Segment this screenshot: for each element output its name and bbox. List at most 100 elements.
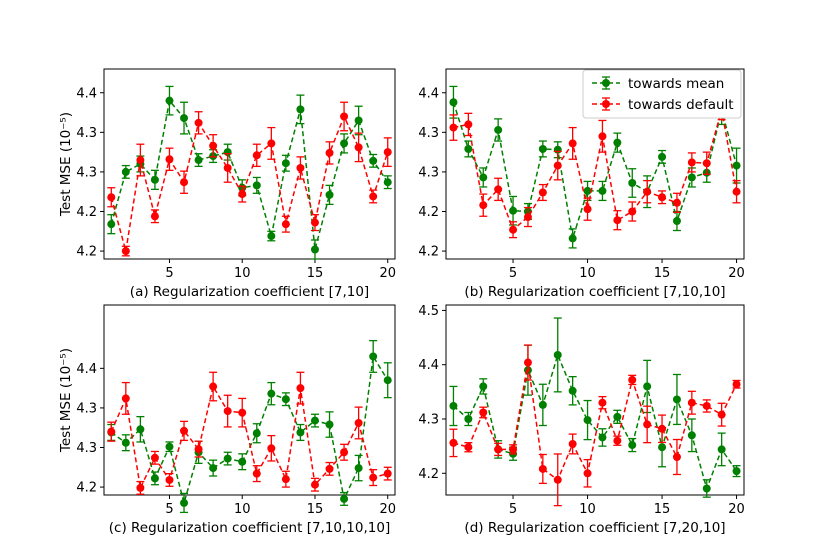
data-point [553,161,562,170]
data-point [613,138,622,147]
data-point [238,408,247,417]
data-point [107,193,116,202]
series-towards-mean [449,317,741,498]
data-point [165,442,174,451]
y-tick-label: 4.5 [418,304,439,319]
data-point [281,475,290,484]
legend-label-mean: towards mean [628,76,724,92]
series-towards-mean [107,339,392,514]
data-point [296,163,305,172]
data-point [672,217,681,225]
data-point [658,424,667,433]
data-point [568,386,577,395]
data-point [583,186,592,195]
data-point [150,474,159,483]
x-axis-label: (a) Regularization coefficient [7,10] [130,284,369,300]
legend-marker-mean [602,79,610,87]
x-tick-label: 15 [654,266,671,281]
y-tick-label: 4.2 [76,205,97,220]
data-point [223,163,232,172]
data-point [658,443,667,452]
data-point [180,114,189,123]
data-point [672,395,681,404]
data-point [296,428,305,437]
data-point [267,139,276,148]
data-point [281,220,290,229]
data-point [598,186,607,195]
data-point [732,380,741,389]
data-point [643,420,652,429]
x-tick-label: 10 [579,266,596,281]
data-point [702,484,711,493]
data-point [252,181,261,190]
series-line [452,352,738,491]
data-point [354,418,363,427]
panel-d: 5 10 15 20 4.2 4.3 4.4 4.5 (d) Regularization co… [418,304,745,536]
data-point [568,234,577,243]
y-tick-label: 4.3 [76,401,97,416]
series-line [110,354,389,506]
series-towards-default [449,344,741,507]
data-point [643,187,652,196]
data-point [121,167,130,176]
data-point [354,464,363,473]
data-point [369,352,378,361]
legend-entry-default: towards default [592,97,734,113]
data-point [180,498,189,507]
data-point [509,445,518,454]
data-point [509,225,518,234]
data-point [687,431,696,440]
data-point [136,156,145,165]
data-point [121,394,130,403]
y-axis-label: Test MSE (10⁻⁵) [58,348,74,453]
data-point [449,123,458,132]
data-point [194,445,203,454]
data-point [180,178,189,187]
series-line [110,98,389,250]
y-tick-label: 4.2 [418,467,439,482]
data-point [568,139,577,148]
data-point [717,445,726,454]
x-tick-label: 5 [509,266,517,281]
y-tick-label: 4.4 [418,358,439,373]
data-point [672,453,681,461]
legend-marker-default [602,100,610,108]
data-point [479,408,488,417]
y-tick-label: 4.3 [418,413,439,428]
data-point [509,206,518,215]
data-point [194,118,203,127]
data-point [538,188,547,197]
data-point [464,415,473,423]
x-tick-label: 15 [307,502,324,517]
series-line [452,102,738,239]
data-point [658,193,667,202]
axes-frame [103,68,396,260]
data-point [209,382,218,391]
data-point [369,156,378,165]
data-point [238,457,247,466]
legend-box [582,69,742,119]
data-point [479,173,488,182]
data-point [494,185,503,194]
x-tick-label: 5 [165,502,173,517]
data-point [687,158,696,167]
data-point [150,212,159,221]
data-point [252,151,261,160]
x-axis-label: (c) Regularization coefficient [7,10,10,… [109,520,390,536]
y-tick-label: 4.2 [418,245,439,260]
data-point [538,144,547,153]
legend-label-default: towards default [628,97,734,113]
data-point [150,175,159,184]
data-point [643,382,652,391]
data-point [568,439,577,448]
y-tick-label: 4.4 [76,86,97,101]
data-point [702,401,711,410]
data-point [354,143,363,152]
data-point [223,407,232,416]
series-towards-default [107,371,392,495]
data-point [340,139,349,148]
data-point [628,375,637,384]
data-point [613,412,622,421]
series-line [453,362,738,481]
